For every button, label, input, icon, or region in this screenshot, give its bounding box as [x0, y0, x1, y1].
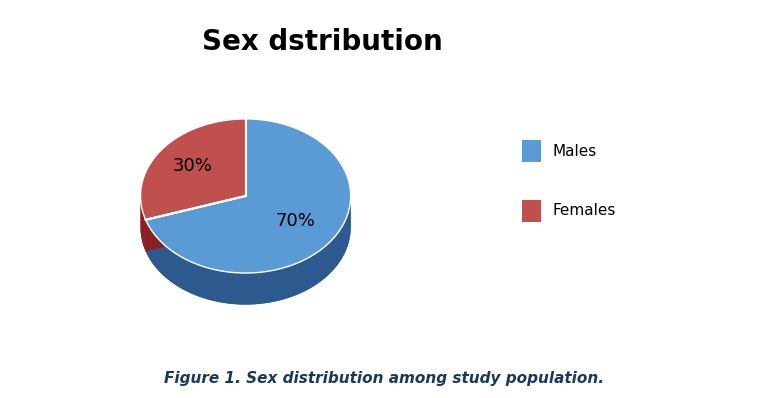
Polygon shape	[140, 119, 245, 220]
Polygon shape	[146, 196, 245, 251]
Text: Figure 1. Sex distribution among study population.: Figure 1. Sex distribution among study p…	[163, 371, 604, 386]
Polygon shape	[146, 119, 351, 273]
Polygon shape	[146, 197, 351, 304]
Text: Females: Females	[552, 203, 616, 219]
Text: Sex dstribution: Sex dstribution	[202, 28, 443, 56]
Polygon shape	[140, 196, 146, 251]
Text: Males: Males	[552, 144, 597, 159]
Polygon shape	[146, 196, 245, 251]
Polygon shape	[140, 196, 146, 251]
Text: 70%: 70%	[276, 212, 316, 230]
Text: 30%: 30%	[173, 157, 212, 175]
Polygon shape	[146, 196, 351, 304]
